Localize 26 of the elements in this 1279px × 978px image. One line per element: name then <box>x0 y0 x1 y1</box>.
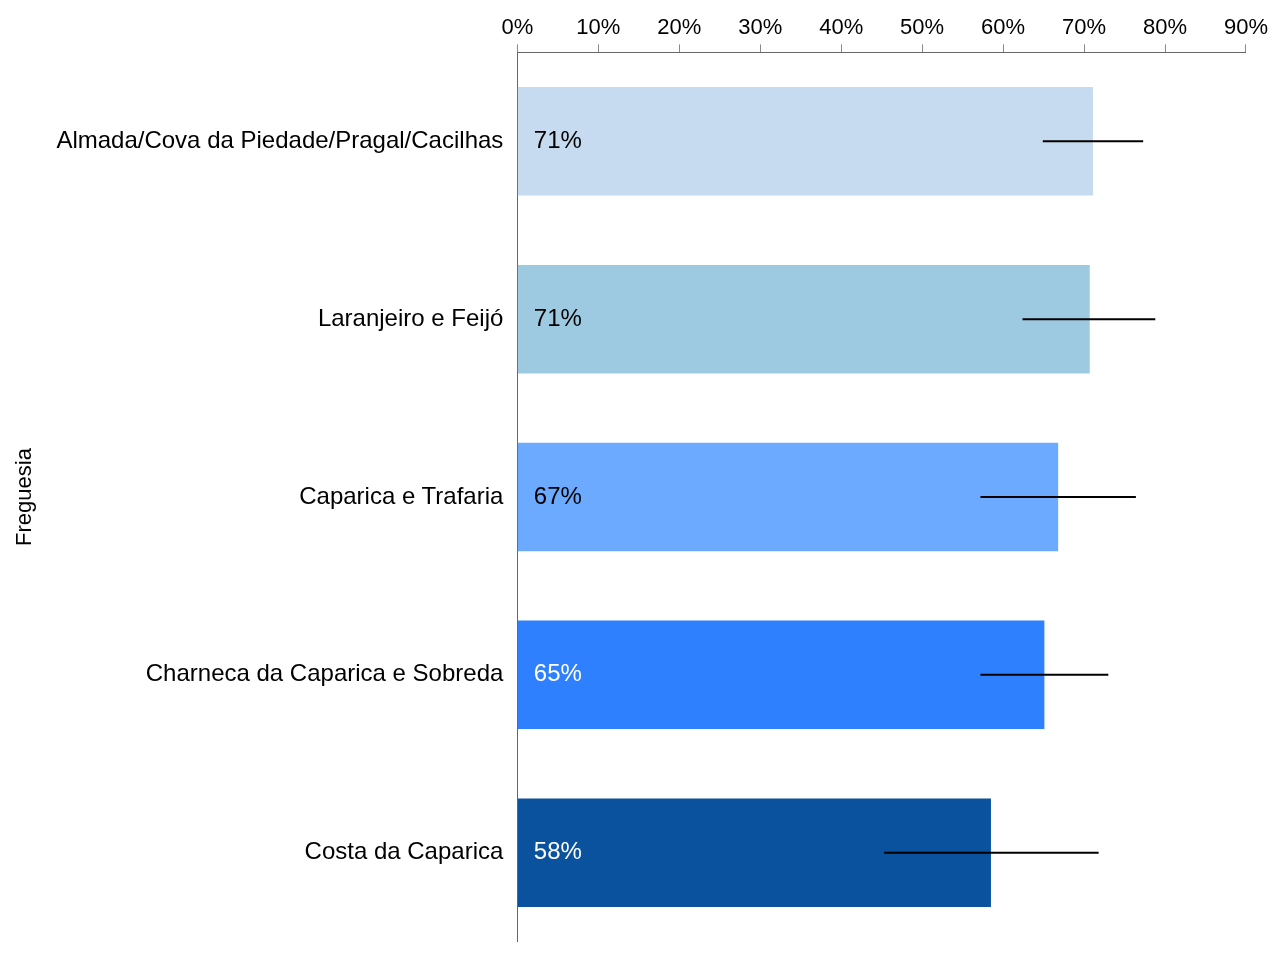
bar <box>517 264 1090 374</box>
y-axis-title: Freguesia <box>11 447 37 546</box>
x-tick-label: 40% <box>819 14 864 40</box>
x-tick-label: 30% <box>738 14 783 40</box>
bar <box>517 442 1059 552</box>
y-tick-label: Caparica e Trafaria <box>299 481 504 509</box>
y-tick-label: Costa da Caparica <box>304 837 504 865</box>
bar <box>517 620 1045 730</box>
data-label: 67% <box>533 481 582 509</box>
x-tick-label: 0% <box>501 14 534 40</box>
bar <box>517 87 1093 196</box>
y-tick-label: Charneca da Caparica e Sobreda <box>145 659 504 687</box>
x-tick-label: 70% <box>1062 14 1107 40</box>
x-tick-label: 80% <box>1143 14 1188 40</box>
x-tick-label: 10% <box>576 14 621 40</box>
y-tick-label: Laranjeiro e Feijó <box>317 303 504 331</box>
data-label: 71% <box>533 303 582 331</box>
x-tick-label: 50% <box>900 14 945 40</box>
bar <box>517 798 991 907</box>
data-label: 71% <box>533 125 582 153</box>
data-label: 58% <box>533 837 582 865</box>
x-tick-label: 90% <box>1223 14 1269 40</box>
x-tick-label: 20% <box>657 14 702 40</box>
x-tick-label: 60% <box>981 14 1026 40</box>
data-label: 65% <box>533 659 582 687</box>
y-tick-label: Almada/Cova da Piedade/Pragal/Cacilhas <box>56 125 504 153</box>
